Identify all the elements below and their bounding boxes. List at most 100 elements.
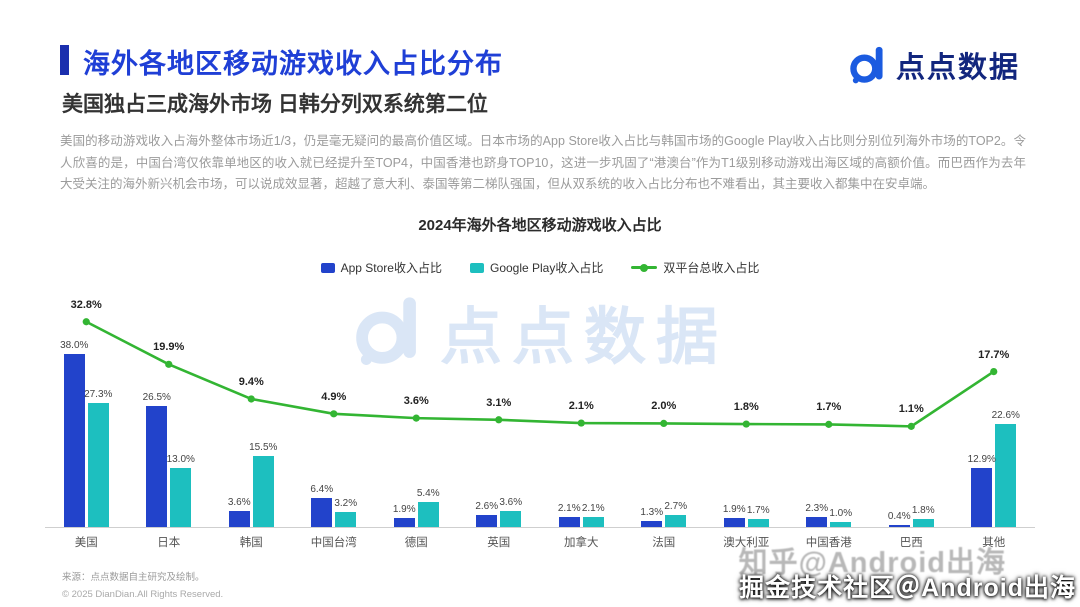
bar-value-label: 1.7% bbox=[746, 505, 770, 517]
bar-value-label: 5.4% bbox=[416, 488, 440, 500]
bar-value-label: 27.3% bbox=[84, 388, 113, 400]
legend-label: App Store收入占比 bbox=[340, 261, 442, 275]
x-axis-label: 澳大利亚 bbox=[723, 537, 770, 549]
legend-line-swatch bbox=[631, 263, 658, 272]
bar bbox=[335, 512, 357, 527]
legend-item: App Store收入占比 bbox=[320, 259, 442, 276]
bar bbox=[252, 456, 274, 527]
legend-label: 双平台总收入占比 bbox=[663, 261, 760, 275]
bar-value-label: 1.8% bbox=[911, 504, 935, 516]
diandian-watermark-icon bbox=[352, 294, 426, 368]
legend-label: Google Play收入占比 bbox=[489, 261, 604, 275]
bar bbox=[228, 510, 250, 527]
page-title: 海外各地区移动游戏收入占比分布 bbox=[83, 49, 503, 79]
x-axis-label: 巴西 bbox=[899, 537, 923, 549]
bar-value-label: 2.1% bbox=[581, 503, 605, 515]
bar-value-label: 13.0% bbox=[166, 453, 195, 465]
title-accent-bar bbox=[60, 45, 69, 75]
copyright: © 2025 DianDian.All Rights Reserved. bbox=[62, 589, 224, 600]
bar bbox=[393, 518, 415, 527]
chart-watermark: 点点数据 bbox=[352, 286, 728, 376]
legend-item: Google Play收入占比 bbox=[469, 259, 604, 276]
x-axis-label: 其他 bbox=[982, 537, 1006, 549]
line-value-label: 3.1% bbox=[486, 396, 512, 409]
header: 海外各地区移动游戏收入占比分布 点点数据 bbox=[60, 42, 1030, 84]
bar bbox=[417, 502, 439, 527]
line-value-label: 1.7% bbox=[816, 401, 842, 414]
x-axis-label: 德国 bbox=[404, 537, 428, 549]
legend-bar-swatch bbox=[320, 262, 335, 273]
bar-value-label: 22.6% bbox=[991, 410, 1020, 422]
bar-value-label: 38.0% bbox=[60, 340, 89, 352]
x-axis-label: 加拿大 bbox=[564, 537, 599, 549]
bar-value-label: 1.9% bbox=[722, 504, 746, 516]
x-axis-label: 中国香港 bbox=[805, 537, 852, 549]
legend-item: 双平台总收入占比 bbox=[631, 259, 759, 276]
bar-value-label: 15.5% bbox=[249, 442, 278, 454]
line-value-label: 4.9% bbox=[321, 390, 347, 403]
chart-legend: App Store收入占比 Google Play收入占比 双平台总收入占比 bbox=[40, 259, 1040, 276]
x-axis-label: 中国台湾 bbox=[310, 537, 357, 549]
watermark-zhihu: 知乎@Android出海 bbox=[738, 547, 1006, 579]
bar bbox=[995, 424, 1017, 527]
diandian-logo-icon bbox=[848, 45, 888, 85]
bar-value-label: 2.1% bbox=[557, 503, 581, 515]
bar-value-label: 1.9% bbox=[392, 504, 416, 516]
bar bbox=[582, 517, 604, 527]
bar-value-label: 2.6% bbox=[475, 501, 499, 513]
diandian-logo: 点点数据 bbox=[848, 44, 1020, 86]
bar-value-label: 26.5% bbox=[142, 392, 171, 404]
line-value-label: 2.1% bbox=[568, 400, 594, 413]
x-axis-label: 韩国 bbox=[239, 537, 263, 549]
bar bbox=[476, 515, 498, 527]
bar-value-label: 0.4% bbox=[887, 511, 911, 522]
bar bbox=[830, 522, 852, 527]
chart-title: 2024年海外各地区移动游戏收入占比 bbox=[418, 217, 662, 234]
bar bbox=[311, 497, 333, 527]
bar bbox=[63, 354, 85, 527]
bar-value-label: 3.2% bbox=[334, 498, 358, 510]
x-axis-label: 英国 bbox=[487, 537, 511, 549]
bar bbox=[641, 521, 663, 527]
bar bbox=[558, 517, 580, 527]
bar bbox=[87, 402, 109, 527]
chart-watermark-text: 点点数据 bbox=[439, 303, 729, 372]
bar-value-label: 2.3% bbox=[805, 502, 829, 514]
bar bbox=[806, 516, 828, 527]
diandian-logo-text: 点点数据 bbox=[895, 52, 1020, 84]
bar bbox=[912, 518, 934, 527]
x-axis-label: 美国 bbox=[74, 537, 98, 549]
bar-value-label: 1.3% bbox=[640, 507, 664, 519]
bar bbox=[723, 518, 745, 527]
bar-value-label: 3.6% bbox=[227, 496, 251, 508]
total-revenue-line bbox=[82, 318, 998, 430]
watermark-juejin: 掘金技术社区＠Android出海 bbox=[739, 574, 1076, 602]
source-note: 来源：点点数据自主研究及绘制。 bbox=[62, 572, 205, 583]
line-value-label: 9.4% bbox=[238, 375, 264, 388]
line-value-label: 17.7% bbox=[978, 348, 1010, 361]
line-value-label: 2.0% bbox=[651, 400, 677, 413]
page-subtitle: 美国独占三成海外市场 日韩分列双系统第二位 bbox=[62, 93, 488, 116]
chart-section: 2024年海外各地区移动游戏收入占比 App Store收入占比 Google P… bbox=[40, 214, 1040, 550]
bar-value-label: 6.4% bbox=[310, 483, 334, 495]
x-axis-labels: 美国 日本 韩国 中国台湾 德国 英国 加拿大 法国 澳大利亚 中国香港 巴西 其他 bbox=[45, 534, 1035, 550]
bar bbox=[170, 467, 192, 527]
chart-plot: 点点数据 38.0% 27.3% 26.5% 13.0% 3.6% 15.5% 6.4% 3.… bbox=[45, 284, 1035, 528]
bar bbox=[665, 514, 687, 527]
intro-paragraph: 美国的移动游戏收入占海外整体市场近1/3，仍是毫无疑问的最高价值区域。日本市场的… bbox=[60, 134, 1026, 191]
line-value-label: 19.9% bbox=[153, 341, 185, 354]
bar-value-label: 1.0% bbox=[829, 508, 853, 520]
x-axis-label: 法国 bbox=[652, 537, 676, 549]
line-value-label: 32.8% bbox=[70, 298, 102, 311]
line-value-label: 3.6% bbox=[403, 395, 429, 408]
line-value-label: 1.8% bbox=[733, 401, 759, 414]
bar bbox=[146, 406, 168, 527]
bar bbox=[971, 468, 993, 527]
x-axis-label: 日本 bbox=[157, 537, 181, 549]
bar bbox=[747, 519, 769, 527]
bar-value-label: 2.7% bbox=[664, 500, 688, 512]
line-value-label: 1.1% bbox=[898, 403, 924, 416]
bar-value-label: 3.6% bbox=[499, 496, 523, 508]
bar bbox=[500, 510, 522, 527]
